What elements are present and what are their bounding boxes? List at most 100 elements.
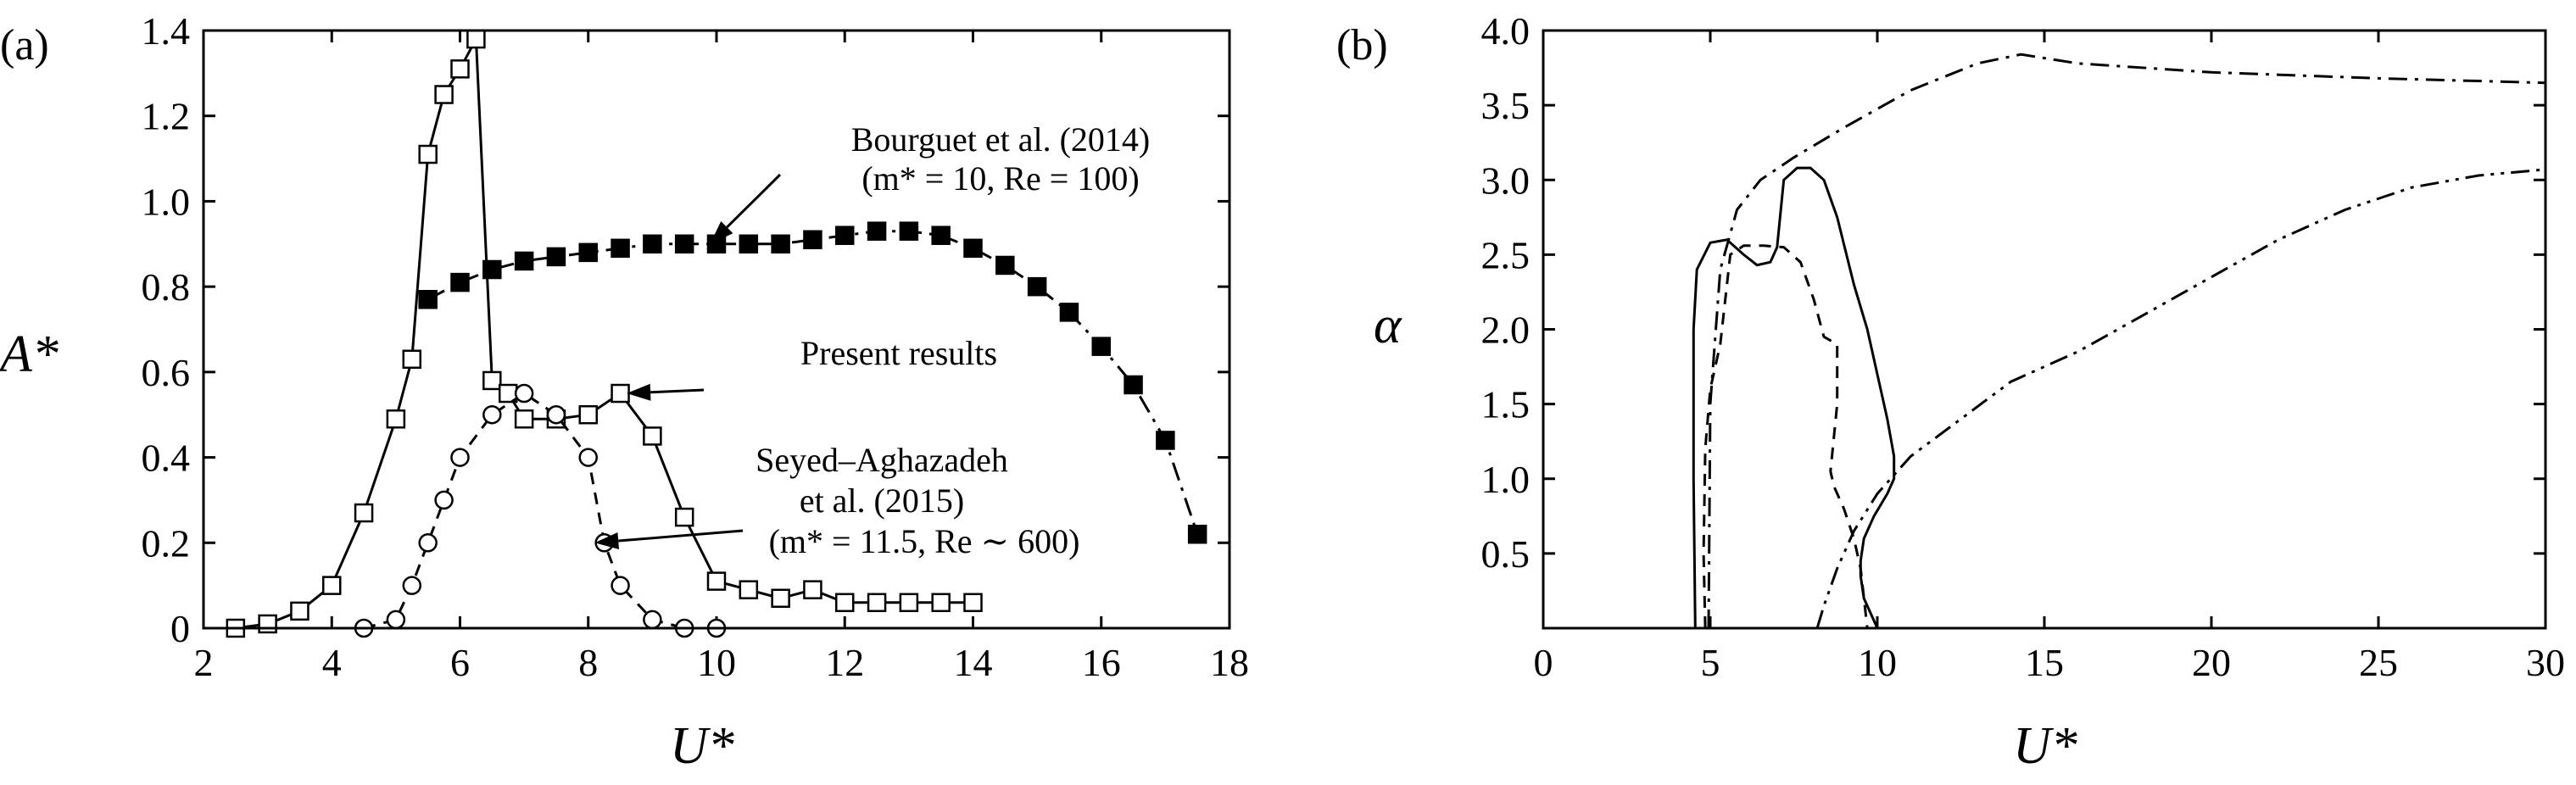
data-point-filled-square: [578, 242, 598, 263]
data-point-filled-square: [450, 272, 470, 292]
annotation-present-line-1: Present results: [800, 334, 997, 372]
data-point-filled-square: [482, 259, 502, 280]
annotation-present-arrow: [650, 388, 705, 394]
data-point-open-square: [434, 85, 454, 104]
annotation-seyed: Seyed–Aghazadeh et al. (2015) (m* = 11.5…: [594, 441, 1079, 560]
panel-b-x-tick-label: 5: [1701, 641, 1720, 684]
data-point-open-square: [739, 580, 759, 599]
data-point-open-circle: [578, 448, 598, 467]
data-point-open-circle: [643, 610, 662, 630]
panel-b-series-0-line: [1692, 166, 1896, 629]
panel-b-series-3-line: [1815, 168, 2546, 629]
data-point-filled-square: [835, 225, 855, 245]
panel-b-x-tick-label: 15: [2025, 641, 2064, 684]
data-point-open-square: [322, 576, 342, 595]
data-point-open-circle: [514, 383, 534, 404]
panel-a-y-tick-label: 1.2: [142, 95, 191, 138]
data-point-open-circle: [434, 490, 454, 510]
panel-b-series-2: [1707, 53, 2546, 629]
panel-b-x-tick-label: 20: [2192, 641, 2231, 684]
panel-b-y-tick-label: 2.5: [1481, 233, 1531, 276]
data-point-filled-square: [771, 234, 790, 254]
panel-b-x-tick-label: 25: [2359, 641, 2398, 684]
annotation-bourguet-line-2: (m* = 10, Re = 100): [861, 159, 1139, 198]
panel-a-series-2-line: [363, 392, 716, 630]
panel-b-plot-frame: [1542, 29, 2547, 630]
panel-a-y-tick-label: 0.6: [142, 351, 191, 394]
data-point-filled-square: [867, 221, 887, 241]
data-point-open-square: [258, 614, 277, 634]
data-point-open-square: [482, 370, 502, 391]
data-point-filled-square: [899, 221, 919, 241]
data-point-open-square: [835, 593, 855, 613]
panel-a-y-tick-label: 0: [170, 607, 190, 650]
panel-a-label: (a): [0, 21, 49, 70]
data-point-open-square: [514, 409, 534, 429]
panel-a-series-0: [226, 29, 983, 638]
data-point-open-square: [466, 29, 486, 49]
data-point-filled-square: [1156, 431, 1175, 450]
data-point-open-square: [402, 349, 422, 369]
data-point-open-square: [611, 383, 630, 404]
data-point-open-square: [931, 593, 951, 613]
panel-a-y-tick-label: 0.8: [142, 265, 191, 309]
panel-a-series: [226, 29, 1207, 638]
data-point-open-circle: [450, 448, 470, 467]
data-point-open-circle: [386, 610, 406, 630]
panel-a-x-tick-label: 16: [1082, 641, 1121, 684]
panel-b-y-tick-label: 1.0: [1481, 458, 1531, 501]
data-point-filled-square: [1027, 276, 1047, 297]
panel-b-series-1: [1702, 244, 1869, 629]
data-point-open-square: [450, 59, 470, 79]
panel-a-x-tick-label: 14: [954, 641, 993, 684]
panel-a-y-tick-labels: 0 0.2 0.4 0.6 0.8 1.0 1.2 1.4: [142, 9, 191, 650]
data-point-filled-square: [1091, 337, 1111, 356]
panel-a-y-axis-label: A*: [0, 326, 59, 383]
panel-b-label: (b): [1336, 21, 1388, 70]
panel-b-series-3: [1815, 168, 2546, 629]
panel-b-series-0: [1692, 166, 1896, 629]
panel-a-y-tick-label: 1.0: [142, 180, 191, 223]
data-point-filled-square: [611, 238, 630, 259]
panel-a-y-tick-label: 1.4: [142, 9, 191, 53]
data-point-open-square: [418, 144, 438, 164]
panel-a: (a) 0 0.2 0.4 0.6 0.8 1.0 1.2 1.4 2 4 6 8 10 12 14 16 1…: [0, 9, 1249, 775]
panel-a-x-tick-label: 6: [450, 641, 470, 684]
annotation-bourguet-arrowhead: [710, 221, 733, 244]
panel-b-y-tick-labels: 0.5 1.0 1.5 2.0 2.5 3.0 3.5 4.0: [1481, 9, 1531, 576]
panel-b-series-2-line: [1707, 53, 2546, 629]
panel-a-x-tick-label: 8: [578, 641, 598, 684]
data-point-filled-square: [995, 255, 1015, 276]
data-point-open-circle: [418, 533, 438, 553]
panel-a-x-tick-label: 4: [322, 641, 342, 684]
annotation-bourguet: Bourguet et al. (2014) (m* = 10, Re = 10…: [710, 120, 1150, 244]
data-point-filled-square: [643, 234, 662, 254]
panel-b-x-tick-label: 10: [1858, 641, 1897, 684]
data-point-open-square: [867, 593, 887, 613]
panel-b-y-axis-label: α: [1374, 297, 1402, 354]
data-point-filled-square: [739, 234, 759, 254]
panel-b-y-tick-label: 3.5: [1481, 84, 1531, 127]
annotation-present-arrowhead: [627, 383, 651, 401]
data-point-open-square: [771, 588, 790, 608]
panel-b-y-tick-label: 0.5: [1481, 532, 1531, 576]
panel-b-series-1-line: [1702, 244, 1869, 629]
annotation-bourguet-arrow: [726, 173, 782, 229]
data-point-open-square: [290, 601, 309, 621]
panel-a-x-axis-label: U*: [670, 717, 734, 775]
panel-a-y-tick-label: 0.2: [142, 521, 191, 565]
annotation-seyed-line-1: Seyed–Aghazadeh: [756, 441, 1008, 479]
data-point-open-square: [386, 409, 406, 429]
data-point-open-square: [643, 426, 662, 446]
annotation-seyed-arrowhead: [594, 532, 619, 549]
data-point-filled-square: [931, 225, 951, 245]
data-point-open-square: [674, 507, 694, 527]
panel-a-plot-frame: [202, 29, 1231, 630]
panel-a-y-tick-label: 0.4: [142, 437, 191, 480]
panel-a-series-1: [418, 221, 1207, 544]
panel-a-x-tick-label: 12: [825, 641, 864, 684]
data-point-filled-square: [514, 251, 534, 271]
panel-a-x-tick-label: 18: [1210, 641, 1249, 684]
data-point-filled-square: [1124, 375, 1143, 395]
